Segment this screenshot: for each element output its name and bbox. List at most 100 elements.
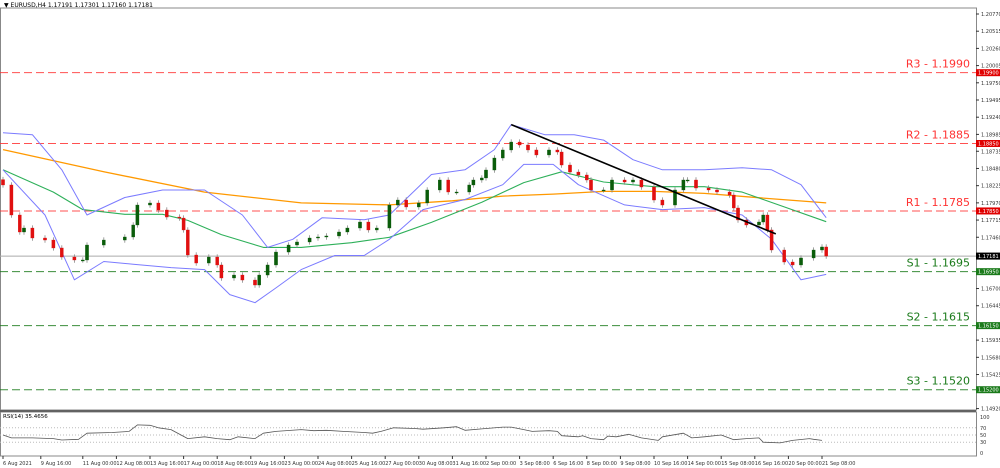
y-tick-label: 1.14920 [981, 407, 1000, 413]
level-price-tag [976, 69, 1000, 77]
candle-bullish [509, 141, 513, 151]
candle-bullish [601, 189, 606, 192]
candle-bearish [652, 186, 656, 201]
candle-bearish [366, 221, 371, 231]
menu-triangle-icon[interactable]: ▼ [4, 2, 9, 9]
candle-bullish [135, 204, 140, 226]
moving-average-orange [2, 148, 827, 206]
rsi-label: RSI(14) 35.4656 [3, 414, 48, 420]
candle-bearish [732, 194, 736, 209]
level-label-r1: R1 - 1.1785 [906, 196, 970, 209]
candle-bullish [316, 236, 320, 239]
x-tick-label: 8 Sep 00:00 [587, 461, 617, 467]
candle-bearish [622, 179, 627, 183]
candle-bearish [790, 261, 795, 266]
level-price-tag-text: 1.16950 [978, 270, 999, 276]
candle-bearish [186, 229, 190, 256]
x-tick-label: 6 Sep 16:00 [553, 461, 583, 467]
rsi-tick-label: 50 [980, 433, 986, 439]
level-price-tag [976, 207, 1000, 215]
candle-bearish [706, 187, 711, 191]
candle-bullish [685, 179, 690, 182]
candle-bullish [396, 199, 400, 206]
candle-bullish [761, 214, 765, 223]
candle-bearish [769, 229, 774, 251]
y-tick-label: 1.19240 [981, 115, 1000, 121]
candle-bullish [673, 189, 677, 206]
candle-bearish [9, 184, 14, 216]
candle-bearish [18, 214, 22, 233]
rsi-tick-label: 70 [980, 426, 986, 432]
candle-bullish [425, 189, 429, 204]
level-price-tag-text: 1.15200 [978, 388, 999, 394]
level-label-r2: R2 - 1.1885 [906, 129, 970, 142]
candle-bearish [765, 214, 770, 231]
symbol-label: EURUSD,H4 [10, 2, 46, 9]
candle-bearish [165, 209, 169, 218]
candle-bullish [307, 237, 312, 243]
x-tick-label: 11 Aug 00:00 [83, 461, 117, 467]
y-tick-label: 1.19750 [981, 81, 1000, 87]
candle-bearish [555, 149, 560, 153]
candle-bearish [194, 254, 198, 264]
candle-bullish [265, 264, 270, 276]
candle-bullish [324, 235, 329, 238]
x-tick-label: 23 Aug 00:00 [284, 461, 318, 467]
x-tick-label: 9 Sep 08:00 [620, 461, 650, 467]
candle-bearish [559, 151, 564, 166]
candle-bullish [232, 274, 236, 279]
x-tick-label: 25 Aug 16:00 [352, 461, 386, 467]
candle-bullish [131, 224, 135, 238]
level-price-tag [976, 140, 1000, 148]
y-tick-label: 1.15680 [981, 355, 1000, 361]
candle-bullish [358, 221, 362, 229]
y-tick-label: 1.17715 [981, 218, 1000, 224]
candle-bullish [492, 157, 497, 171]
level-label-r3: R3 - 1.1990 [906, 58, 970, 71]
candle-bullish [799, 257, 803, 266]
candle-bearish [1, 179, 5, 186]
moving-average-green [2, 169, 827, 248]
y-tick-label: 1.18480 [981, 166, 1000, 172]
level-price-tag-text: 1.19900 [978, 71, 999, 77]
y-tick-label: 1.17460 [981, 235, 1000, 241]
candle-bullish [123, 236, 127, 241]
candle-bullish [337, 231, 341, 237]
x-tick-label: 9 Aug 16:00 [41, 461, 72, 467]
candle-bearish [589, 179, 593, 191]
rsi-tick-label: 0 [980, 451, 983, 457]
candle-bearish [736, 207, 740, 221]
level-price-tag-text: 1.16150 [978, 324, 999, 330]
level-price-tag [976, 268, 1000, 276]
candle-bearish [576, 171, 581, 176]
x-tick-label: 19 Aug 16:00 [251, 461, 285, 467]
x-tick-label: 21 Sep 08:00 [822, 461, 855, 467]
y-tick-label: 1.19495 [981, 98, 1000, 104]
x-tick-label: 3 Sep 08:00 [520, 461, 550, 467]
candle-bullish [387, 204, 392, 229]
candle-bullish [757, 221, 761, 226]
x-tick-label: 27 Aug 00:00 [385, 461, 419, 467]
candle-bullish [811, 249, 816, 259]
x-tick-label: 6 Aug 2021 [3, 461, 32, 467]
candle-bullish [102, 239, 106, 246]
y-tick-label: 1.18985 [981, 132, 1000, 138]
candle-bullish [207, 256, 211, 264]
candle-bullish [480, 177, 484, 181]
candle-bullish [286, 244, 291, 253]
y-tick-label: 1.20515 [981, 29, 1000, 35]
candle-bullish [375, 227, 379, 231]
candle-bearish [51, 239, 56, 249]
candle-bearish [639, 179, 644, 188]
candle-bullish [438, 179, 442, 191]
x-tick-label: 30 Aug 08:00 [419, 461, 453, 467]
x-tick-label: 18 Aug 08:00 [217, 461, 251, 467]
candle-bearish [568, 164, 572, 173]
candle-bearish [72, 256, 77, 261]
candle-bullish [257, 274, 261, 286]
candle-bearish [30, 227, 35, 239]
candle-bearish [585, 174, 589, 181]
candle-bearish [253, 279, 257, 286]
level-label-s2: S2 - 1.1615 [907, 311, 970, 324]
